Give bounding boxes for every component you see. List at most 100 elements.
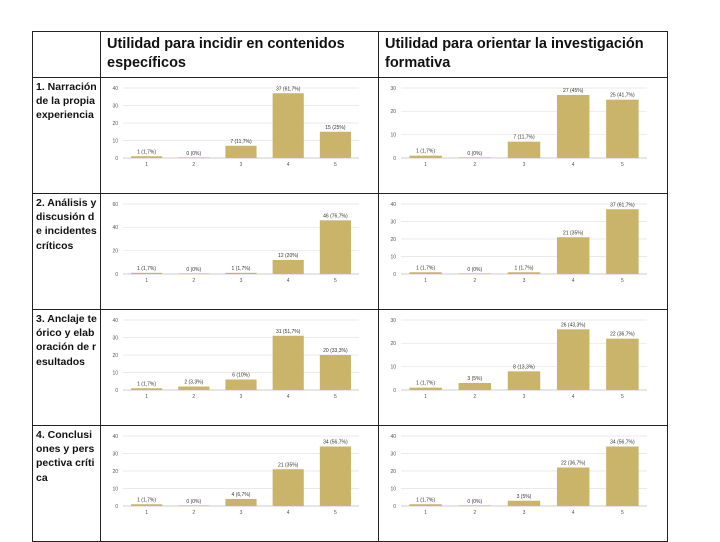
y-tick-label: 20 — [112, 353, 118, 359]
y-tick-label: 0 — [115, 156, 118, 162]
data-label: 34 (56,7%) — [323, 440, 348, 446]
bar — [178, 386, 210, 390]
y-tick-label: 40 — [390, 434, 396, 440]
chart-cell: 0 10 20 30 40 1 (1,7%) 1 0 (0%) 2 1 (1,7%) 3 21 (35… — [378, 193, 668, 310]
x-tick-label: 4 — [572, 162, 575, 168]
data-label: 6 (10%) — [232, 373, 250, 379]
data-label: 31 (51,7%) — [276, 329, 301, 335]
y-tick-label: 20 — [390, 469, 396, 475]
bar — [507, 272, 541, 274]
x-tick-label: 5 — [334, 510, 337, 516]
x-tick-label: 4 — [572, 278, 575, 284]
bar — [458, 273, 492, 274]
x-tick-label: 3 — [523, 278, 526, 284]
data-label: 1 (1,7%) — [416, 381, 435, 387]
y-tick-label: 10 — [390, 254, 396, 260]
data-label: 3 (5%) — [467, 376, 482, 382]
x-tick-label: 3 — [240, 510, 243, 516]
data-label: 1 (1,7%) — [515, 265, 534, 271]
data-label: 2 (3,3%) — [184, 380, 203, 386]
bar — [409, 272, 442, 274]
y-tick-label: 40 — [112, 434, 118, 440]
y-tick-label: 20 — [112, 469, 118, 475]
bar — [319, 355, 351, 390]
data-label: 3 (5%) — [517, 494, 532, 500]
bar — [178, 157, 210, 158]
x-tick-label: 5 — [334, 162, 337, 168]
header-row: Utilidad para incidir en contenidos espe… — [32, 31, 668, 78]
x-tick-label: 2 — [192, 394, 195, 400]
x-tick-label: 3 — [523, 162, 526, 168]
data-label: 20 (33,3%) — [323, 348, 348, 354]
bar — [319, 446, 351, 506]
bar-chart: 0 10 20 30 40 1 (1,7%) 1 0 (0%) 2 1 (1,7%) 3 21 (35… — [390, 202, 647, 284]
results-table: Utilidad para incidir en contenidos espe… — [32, 31, 668, 542]
row-label-conclusiones: 4. Conclusiones y perspectiva crítica — [32, 425, 101, 542]
data-label: 15 (25%) — [325, 125, 346, 131]
x-tick-label: 4 — [572, 510, 575, 516]
bar — [178, 505, 210, 506]
bar — [458, 505, 492, 506]
bar — [225, 272, 257, 274]
data-label: 4 (6,7%) — [232, 492, 251, 498]
corner-cell — [32, 31, 101, 78]
bar-chart: 0 10 20 30 40 1 (1,7%) 1 0 (0%) 2 7 (11,7%) 3 37 (6… — [112, 86, 359, 168]
bar — [606, 209, 639, 274]
y-tick-label: 0 — [115, 504, 118, 510]
x-tick-label: 2 — [473, 278, 476, 284]
chart-cell: 0 20 40 60 1 (1,7%) 1 0 (0%) 2 1 (1,7%) 3 12 (20%)… — [100, 193, 379, 310]
table-row: 3. Anclaje teórico y elaboración de resu… — [32, 309, 668, 426]
data-label: 37 (61,7%) — [276, 86, 301, 92]
bar — [458, 383, 492, 390]
chart-cell: 0 10 20 30 40 1 (1,7%) 1 0 (0%) 2 4 (6,7%) 3 21 (35… — [100, 425, 379, 542]
x-tick-label: 3 — [240, 278, 243, 284]
data-label: 1 (1,7%) — [137, 381, 156, 387]
data-label: 37 (61,7%) — [610, 202, 635, 208]
y-tick-label: 30 — [112, 451, 118, 457]
y-tick-label: 0 — [393, 156, 396, 162]
x-tick-label: 4 — [287, 394, 290, 400]
data-label: 0 (0%) — [467, 499, 482, 505]
table-row: 4. Conclusiones y perspectiva crítica 0 1… — [32, 425, 668, 542]
bar — [319, 220, 351, 274]
data-label: 12 (20%) — [278, 253, 299, 259]
data-label: 26 (43,3%) — [561, 322, 586, 328]
y-tick-label: 30 — [112, 103, 118, 109]
data-label: 46 (76,7%) — [323, 213, 348, 219]
bar — [507, 500, 541, 506]
x-tick-label: 5 — [621, 510, 624, 516]
bar — [225, 145, 257, 158]
data-label: 1 (1,7%) — [137, 149, 156, 155]
y-tick-label: 40 — [390, 202, 396, 208]
bar — [272, 469, 304, 506]
data-label: 1 (1,7%) — [416, 497, 435, 503]
y-tick-label: 30 — [390, 451, 396, 457]
data-label: 0 (0%) — [186, 267, 201, 273]
table-row: 1. Narración de la propia experiencia 0 1… — [32, 77, 668, 194]
y-tick-label: 30 — [390, 318, 396, 324]
bar-chart: 0 10 20 30 40 1 (1,7%) 1 2 (3,3%) 2 6 (10%) 3 31 (5… — [112, 318, 359, 400]
x-tick-label: 4 — [287, 162, 290, 168]
data-label: 25 (41,7%) — [610, 93, 635, 99]
data-label: 8 (13,3%) — [513, 364, 535, 370]
x-tick-label: 2 — [192, 162, 195, 168]
x-tick-label: 1 — [145, 162, 148, 168]
x-tick-label: 1 — [424, 510, 427, 516]
x-tick-label: 1 — [145, 394, 148, 400]
y-tick-label: 20 — [390, 341, 396, 347]
bar — [131, 504, 163, 506]
y-tick-label: 40 — [112, 318, 118, 324]
x-tick-label: 1 — [424, 162, 427, 168]
bar — [178, 273, 210, 274]
x-tick-label: 5 — [621, 162, 624, 168]
y-tick-label: 10 — [112, 486, 118, 492]
x-tick-label: 1 — [145, 510, 148, 516]
x-tick-label: 2 — [473, 394, 476, 400]
data-label: 1 (1,7%) — [416, 149, 435, 155]
x-tick-label: 5 — [334, 278, 337, 284]
bar — [409, 387, 442, 390]
x-tick-label: 2 — [473, 510, 476, 516]
x-tick-label: 3 — [523, 510, 526, 516]
bar-chart: 0 10 20 30 40 1 (1,7%) 1 0 (0%) 2 4 (6,7%) 3 21 (35… — [112, 434, 359, 516]
chart-cell: 0 10 20 30 1 (1,7%) 1 3 (5%) 2 8 (13,3%) 3 26 (43,… — [378, 309, 668, 426]
